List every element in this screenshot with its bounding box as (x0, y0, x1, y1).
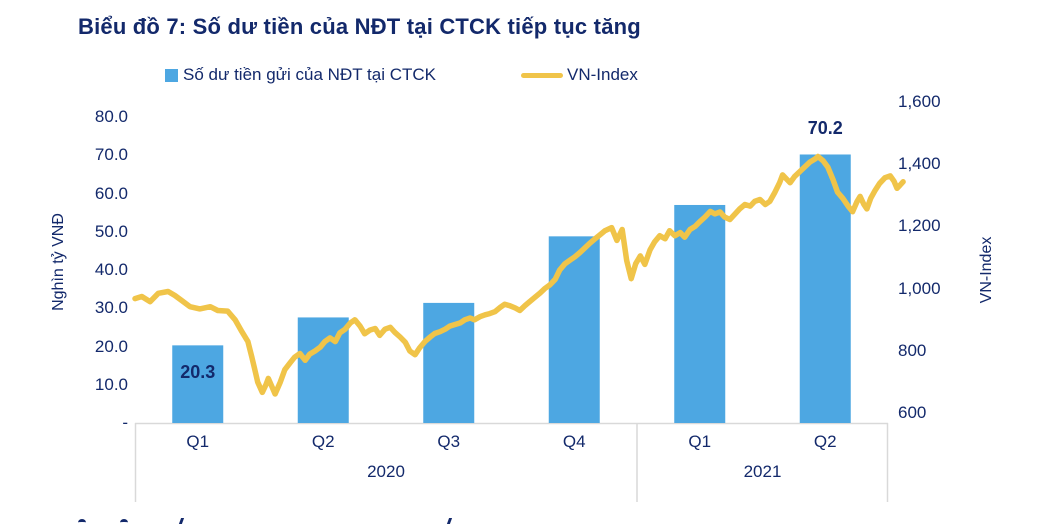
left-axis-tick: 70.0 (94, 145, 128, 165)
right-axis-tick: 1,600 (898, 91, 941, 111)
left-axis-tick: 60.0 (94, 183, 128, 203)
bar-data-label: 20.3 (180, 362, 216, 383)
legend-item-vnindex: VN-Index (521, 64, 638, 86)
cut-off-text-fragment (120, 519, 128, 526)
right-axis-tick: 800 (898, 340, 927, 360)
cut-off-text-fragment (78, 519, 86, 526)
x-axis-quarter-label: Q2 (311, 432, 335, 451)
left-axis-tick: 10.0 (94, 374, 128, 394)
x-axis-year-label: 2020 (367, 462, 405, 481)
legend-label-deposits: Số dư tiền gửi của NĐT tại CTCK (183, 65, 436, 84)
left-axis-tick: - (122, 413, 128, 432)
legend-label-vnindex: VN-Index (567, 65, 638, 84)
right-axis-tick: 1,400 (898, 154, 941, 174)
left-axis-tick: 80.0 (94, 107, 128, 126)
legend-item-deposits: Số dư tiền gửi của NĐT tại CTCK (165, 64, 436, 86)
right-axis-tick: 1,200 (898, 216, 941, 236)
x-axis-quarter-label: Q4 (562, 432, 586, 451)
x-axis-quarter-label: Q3 (437, 432, 461, 451)
left-axis-tick: 50.0 (94, 221, 128, 241)
x-axis-quarter-label: Q1 (688, 432, 712, 451)
left-axis-tick: 20.0 (94, 336, 128, 356)
right-axis-tick: 600 (898, 403, 927, 423)
right-axis-tick: 1,000 (898, 278, 941, 298)
bar-series-swatch-icon (165, 68, 178, 82)
x-axis-quarter-label: Q1 (186, 432, 210, 451)
chart-title: Biểu đồ 7: Số dư tiền của NĐT tại CTCK t… (78, 14, 641, 39)
x-axis-quarter-label: Q2 (813, 432, 837, 451)
x-axis-year-label: 2021 (743, 462, 782, 481)
line-series-swatch-icon (521, 72, 563, 78)
bar-data-label: 70.2 (807, 118, 843, 139)
left-axis-tick: 30.0 (94, 298, 128, 318)
left-axis-tick: 40.0 (94, 260, 128, 279)
